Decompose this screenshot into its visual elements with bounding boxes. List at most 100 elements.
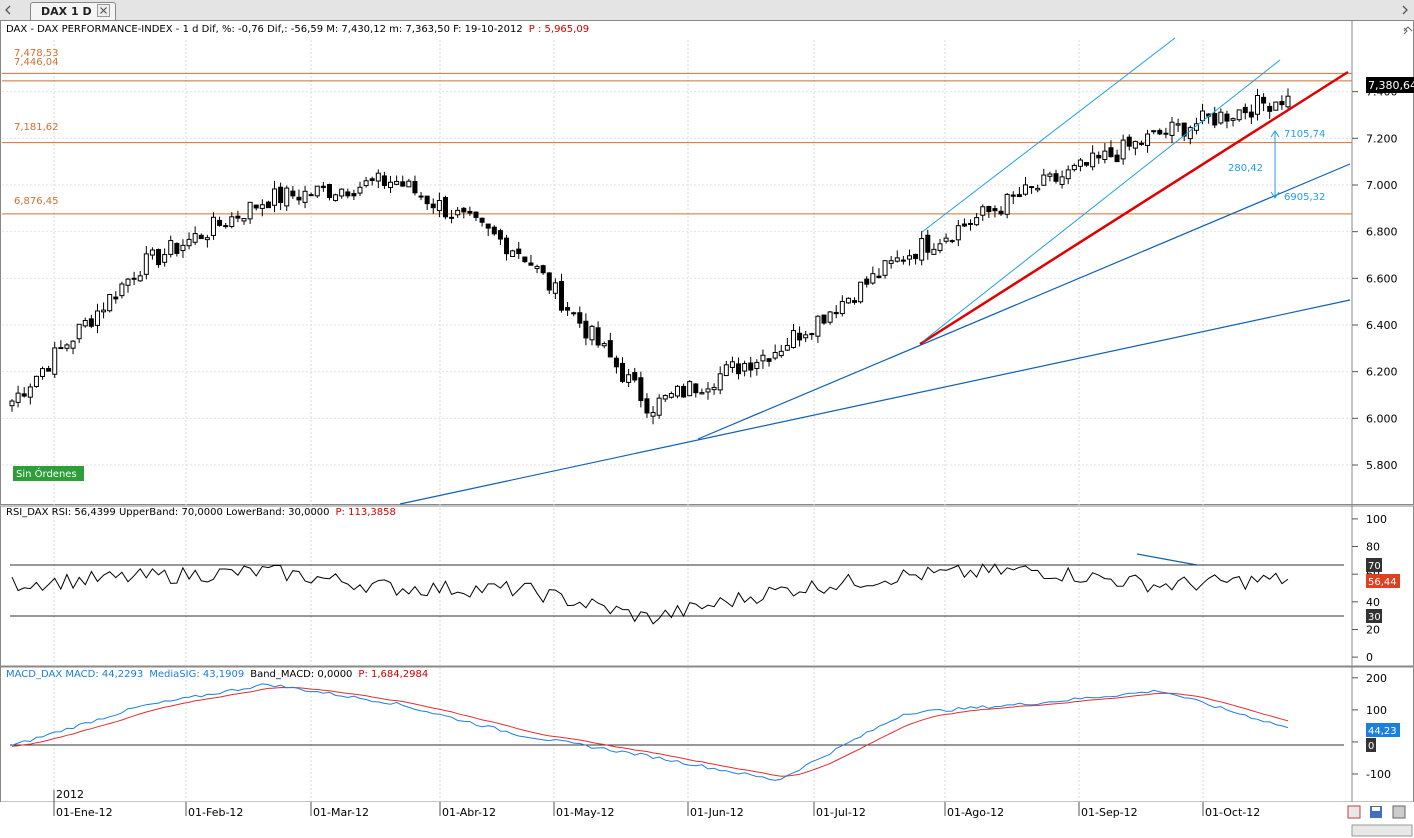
candle	[858, 281, 864, 304]
candle	[644, 393, 650, 418]
measure-lower-label: 6905,32	[1284, 192, 1325, 203]
horizontal-scrollbar[interactable]	[1351, 824, 1413, 837]
candle	[101, 302, 107, 319]
x-axis-area	[0, 802, 1414, 838]
macd-tick-label-0: -100	[1366, 768, 1391, 781]
save-icon[interactable]	[1370, 806, 1382, 818]
candle	[339, 188, 345, 199]
scroll-left-icon[interactable]	[1, 3, 15, 17]
candle	[827, 310, 833, 325]
candle	[58, 340, 64, 350]
settings-icon[interactable]	[1392, 805, 1406, 819]
candle	[412, 175, 418, 196]
macd-panel[interactable]	[0, 666, 1414, 803]
price-panel[interactable]	[0, 20, 1414, 505]
candle	[638, 371, 644, 408]
candle	[546, 272, 552, 295]
last-price-box	[1366, 77, 1414, 93]
candle	[33, 375, 39, 388]
candle	[510, 249, 516, 258]
candle	[1187, 125, 1193, 145]
tab-dax-1d[interactable]: DAX 1 D	[30, 2, 116, 20]
close-icon[interactable]	[97, 4, 110, 17]
orders-badge[interactable]	[13, 466, 84, 481]
x-label-1: 01-Feb-12	[188, 806, 243, 819]
candle	[15, 385, 21, 408]
candle	[302, 185, 308, 209]
candle	[76, 323, 82, 344]
candle	[192, 226, 198, 246]
export-icon[interactable]	[1347, 805, 1361, 819]
candle	[1126, 134, 1132, 151]
candle	[1077, 157, 1083, 172]
candle	[198, 233, 204, 240]
rsi-tick-label-1: 20	[1366, 623, 1380, 636]
candle	[913, 253, 919, 265]
candle	[326, 183, 332, 201]
candle	[620, 357, 626, 384]
candle	[1175, 118, 1181, 132]
candle	[565, 302, 571, 316]
candle	[711, 383, 717, 395]
level-label-7181: 7,181,62	[14, 122, 59, 133]
candle	[1169, 116, 1175, 144]
long-term-trendline	[399, 299, 1351, 505]
candle	[143, 246, 149, 280]
x-label-5: 01-Jun-12	[690, 806, 744, 819]
candle	[430, 198, 436, 214]
candle	[229, 212, 235, 229]
candle	[223, 222, 229, 229]
candle	[1102, 143, 1108, 164]
candle	[955, 219, 961, 247]
rsi-last-label: 56,44	[1368, 577, 1397, 588]
price-header: DAX - DAX PERFORMANCE-INDEX - 1 d Dif, %…	[6, 24, 589, 35]
rsi-line	[11, 563, 1289, 625]
candle	[876, 268, 882, 279]
rsi-tick-label-2: 40	[1366, 596, 1380, 609]
candle	[363, 176, 369, 188]
candle	[180, 239, 186, 259]
candle	[705, 382, 711, 400]
candle	[284, 185, 290, 211]
candle	[821, 314, 827, 325]
candle	[27, 383, 33, 405]
candle	[998, 206, 1004, 216]
candle	[894, 250, 900, 263]
collapse-icon[interactable]	[1403, 27, 1408, 35]
macd-last-box	[1366, 723, 1400, 737]
candle	[949, 239, 955, 244]
candle	[491, 225, 497, 236]
candle	[778, 344, 784, 358]
scroll-right-icon[interactable]	[1398, 3, 1412, 17]
candle	[882, 260, 888, 279]
candle	[650, 406, 656, 425]
rsi-panel[interactable]	[0, 505, 1414, 667]
candle	[632, 367, 638, 383]
measure-upper-label: 7105,74	[1284, 129, 1325, 140]
level-label-7446: 7,446,04	[14, 57, 59, 68]
candle	[125, 277, 131, 293]
rsi-upper-band-label: 70	[1368, 561, 1381, 572]
candle	[381, 171, 387, 189]
candle	[436, 192, 442, 218]
candle	[88, 314, 94, 329]
candle	[235, 210, 241, 223]
candle	[839, 295, 845, 317]
candle	[455, 206, 461, 218]
candle	[1016, 187, 1022, 198]
candle	[461, 206, 467, 219]
candle	[674, 384, 680, 399]
candle	[552, 278, 558, 300]
candle	[1059, 170, 1065, 189]
candle	[516, 242, 522, 259]
chart-area[interactable]: 7105,74 6905,32 280,42 5.800 6.000 6.200 6.…	[0, 20, 1414, 838]
candle	[968, 219, 974, 231]
candle	[1138, 140, 1144, 146]
candle	[1218, 108, 1224, 125]
candle	[119, 281, 125, 299]
candle	[1120, 134, 1126, 165]
candle	[52, 341, 58, 378]
candlesticks	[9, 88, 1291, 425]
candle	[217, 216, 223, 227]
x-label-6: 01-Jul-12	[816, 806, 866, 819]
